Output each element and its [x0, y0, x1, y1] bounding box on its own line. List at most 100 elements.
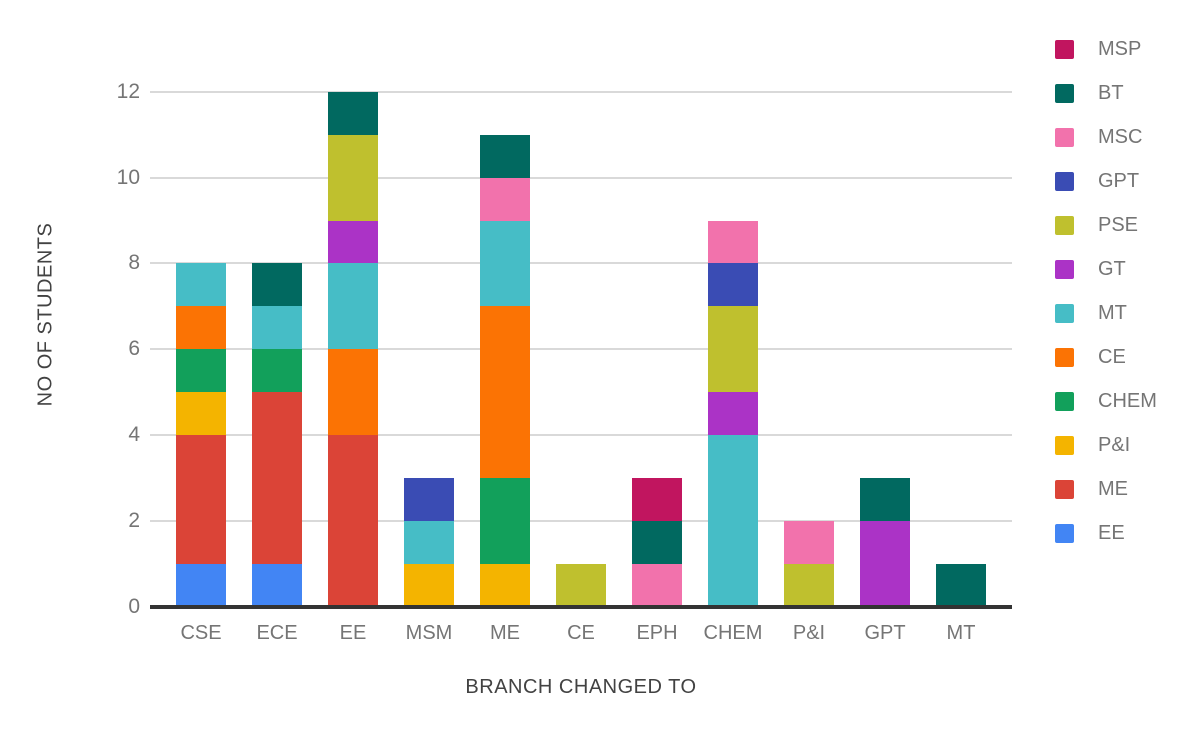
bar-segment-MT-BT[interactable]	[936, 564, 986, 607]
legend-swatch-icon	[1055, 40, 1074, 59]
legend-label: MSC	[1098, 126, 1143, 148]
legend-item-CHEM[interactable]: CHEM	[1055, 389, 1157, 414]
legend-swatch-icon	[1055, 260, 1074, 279]
gridline-y-10	[150, 176, 1012, 179]
legend-item-BT[interactable]: BT	[1055, 81, 1157, 106]
y-tick-label-0: 0	[128, 595, 140, 618]
legend-label: BT	[1098, 82, 1124, 104]
x-category-label-ME: ME	[490, 622, 520, 644]
bar-segment-CSE-P&I[interactable]	[176, 392, 226, 436]
legend-item-ME[interactable]: ME	[1055, 477, 1157, 502]
legend-swatch-icon	[1055, 84, 1074, 103]
legend-swatch-icon	[1055, 524, 1074, 543]
bar-segment-CHEM-GT[interactable]	[708, 392, 758, 436]
bar-segment-ME-MT[interactable]	[480, 220, 530, 307]
legend-label: ME	[1098, 478, 1128, 500]
x-category-label-GPT: GPT	[864, 622, 906, 644]
legend-item-MSP[interactable]: MSP	[1055, 37, 1157, 62]
bar-segment-EE-CE[interactable]	[328, 349, 378, 436]
legend-swatch-icon	[1055, 304, 1074, 323]
x-category-label-CE: CE	[567, 622, 595, 644]
x-category-label-CSE: CSE	[180, 622, 222, 644]
bar-segment-P&I-PSE[interactable]	[784, 564, 834, 607]
bar-segment-GPT-BT[interactable]	[860, 478, 910, 522]
bar-segment-CSE-ME[interactable]	[176, 435, 226, 565]
y-tick-label-8: 8	[128, 251, 140, 275]
legend-item-EE[interactable]: EE	[1055, 521, 1157, 546]
x-category-label-MT: MT	[946, 622, 976, 644]
bar-segment-CSE-MT[interactable]	[176, 263, 226, 307]
y-tick-label-6: 6	[128, 337, 140, 361]
bar-segment-EE-MT[interactable]	[328, 263, 378, 350]
bar-segment-ECE-MT[interactable]	[252, 306, 302, 350]
bar-segment-MSM-P&I[interactable]	[404, 564, 454, 607]
bar-segment-ME-BT[interactable]	[480, 134, 530, 178]
bar-segment-EE-GT[interactable]	[328, 220, 378, 264]
bar-segment-ME-MSC[interactable]	[480, 177, 530, 221]
legend-label: GT	[1098, 258, 1126, 280]
bar-segment-EE-BT[interactable]	[328, 91, 378, 135]
bar-segment-ECE-ME[interactable]	[252, 392, 302, 565]
legend-swatch-icon	[1055, 436, 1074, 455]
bar-segment-CHEM-PSE[interactable]	[708, 306, 758, 393]
gridline-y-2	[150, 520, 1012, 523]
bar-segment-EE-PSE[interactable]	[328, 134, 378, 221]
legend-swatch-icon	[1055, 392, 1074, 411]
legend-label: PSE	[1098, 214, 1139, 236]
legend-item-PSE[interactable]: PSE	[1055, 213, 1157, 238]
y-tick-label-10: 10	[116, 165, 140, 189]
bar-segment-CSE-CE[interactable]	[176, 306, 226, 350]
x-category-label-MSM: MSM	[405, 622, 453, 644]
bar-segment-EPH-BT[interactable]	[632, 521, 682, 565]
legend-swatch-icon	[1055, 128, 1074, 147]
legend-label: EE	[1098, 522, 1125, 544]
legend-item-MT[interactable]: MT	[1055, 301, 1157, 326]
legend: MSP BT MSC GPT PSE GT MT CE CHEM P&I ME EE	[1055, 37, 1157, 565]
x-axis-title: BRANCH CHANGED TO	[465, 676, 697, 698]
bar-segment-CSE-EE[interactable]	[176, 564, 226, 607]
bar-segment-ECE-BT[interactable]	[252, 263, 302, 307]
x-category-label-P&I: P&I	[792, 622, 826, 644]
bar-segment-CE-PSE[interactable]	[556, 564, 606, 607]
y-tick-label-2: 2	[128, 509, 140, 533]
y-axis-title: NO OF STUDENTS	[34, 222, 57, 407]
bar-segment-CHEM-MSC[interactable]	[708, 220, 758, 264]
legend-item-CE[interactable]: CE	[1055, 345, 1157, 370]
legend-item-P&I[interactable]: P&I	[1055, 433, 1157, 458]
legend-label: CE	[1098, 346, 1126, 368]
legend-swatch-icon	[1055, 172, 1074, 191]
x-category-label-EE: EE	[339, 622, 367, 644]
bar-segment-EE-ME[interactable]	[328, 435, 378, 607]
bar-segment-P&I-MSC[interactable]	[784, 521, 834, 565]
bar-segment-CSE-CHEM[interactable]	[176, 349, 226, 393]
legend-label: P&I	[1098, 434, 1131, 456]
legend-item-GT[interactable]: GT	[1055, 257, 1157, 282]
legend-label: GPT	[1098, 170, 1140, 192]
x-category-label-EPH: EPH	[636, 622, 678, 644]
bar-segment-EPH-MSC[interactable]	[632, 564, 682, 607]
bar-segment-ECE-CHEM[interactable]	[252, 349, 302, 393]
bar-segment-EPH-MSP[interactable]	[632, 478, 682, 522]
legend-swatch-icon	[1055, 348, 1074, 367]
bar-segment-ME-P&I[interactable]	[480, 564, 530, 607]
legend-item-MSC[interactable]: MSC	[1055, 125, 1157, 150]
y-tick-label-4: 4	[128, 423, 140, 447]
bar-segment-CHEM-GPT[interactable]	[708, 263, 758, 307]
legend-label: CHEM	[1098, 390, 1157, 412]
bar-segment-MSM-MT[interactable]	[404, 521, 454, 565]
bar-segment-MSM-GPT[interactable]	[404, 478, 454, 522]
y-tick-label-12: 12	[116, 79, 140, 103]
legend-swatch-icon	[1055, 216, 1074, 235]
legend-swatch-icon	[1055, 480, 1074, 499]
gridline-y-12	[150, 90, 1012, 93]
x-axis-baseline	[150, 605, 1012, 609]
bar-segment-ME-CHEM[interactable]	[480, 478, 530, 565]
legend-label: MSP	[1098, 38, 1142, 60]
bar-segment-CHEM-MT[interactable]	[708, 435, 758, 607]
bar-segment-ME-CE[interactable]	[480, 306, 530, 479]
legend-item-GPT[interactable]: GPT	[1055, 169, 1157, 194]
bar-segment-GPT-GT[interactable]	[860, 521, 910, 607]
bar-segment-ECE-EE[interactable]	[252, 564, 302, 607]
gridline-y-6	[150, 348, 1012, 351]
